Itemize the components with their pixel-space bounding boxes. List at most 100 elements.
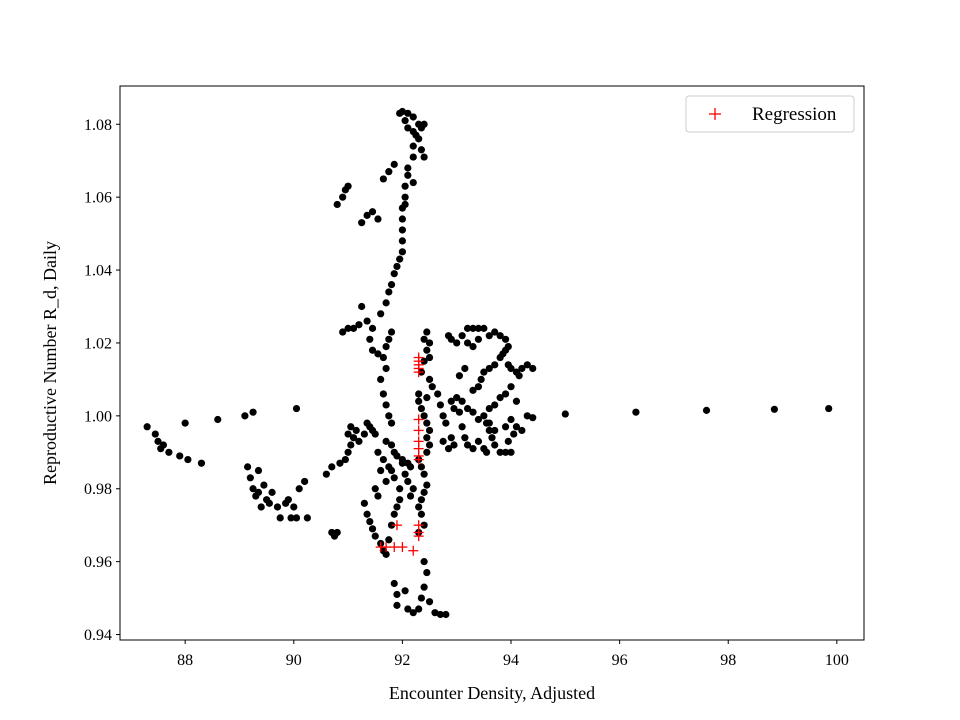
data-point	[420, 558, 428, 566]
data-point	[303, 514, 311, 522]
data-point	[504, 437, 512, 445]
points-layer	[143, 107, 833, 619]
data-point	[398, 248, 406, 256]
data-point	[344, 430, 352, 438]
data-point	[420, 335, 428, 343]
data-point	[358, 219, 366, 227]
data-point	[249, 408, 257, 416]
data-point	[417, 463, 426, 471]
data-point	[344, 182, 352, 190]
data-point	[447, 434, 455, 442]
data-point	[453, 394, 461, 402]
data-point	[333, 200, 341, 209]
data-point	[254, 488, 263, 496]
data-point	[423, 419, 431, 427]
data-point	[436, 401, 445, 409]
data-point	[496, 448, 504, 456]
data-point	[496, 332, 504, 340]
data-point	[409, 142, 417, 150]
data-point	[379, 390, 387, 398]
data-point	[290, 503, 298, 511]
regression-point	[413, 414, 424, 425]
data-point	[382, 342, 390, 351]
data-point	[529, 364, 537, 373]
data-point	[276, 514, 284, 522]
data-point	[295, 485, 303, 493]
data-point	[406, 463, 415, 471]
data-point	[377, 375, 385, 384]
data-point	[496, 394, 504, 402]
data-point	[423, 568, 431, 577]
y-tick-label: 1.08	[84, 117, 112, 134]
data-point	[409, 609, 417, 617]
data-point	[415, 503, 423, 511]
data-point	[393, 590, 401, 599]
data-point	[368, 525, 377, 533]
data-point	[387, 281, 396, 289]
regression-point	[408, 545, 419, 556]
series-observed	[143, 107, 833, 619]
data-point	[363, 211, 371, 219]
data-point	[417, 496, 426, 504]
data-point	[355, 437, 363, 445]
data-point	[425, 426, 434, 435]
data-point	[442, 610, 450, 619]
regression-point	[391, 520, 402, 531]
x-tick-label: 94	[503, 652, 519, 669]
data-point	[420, 488, 428, 496]
data-point	[143, 423, 151, 431]
legend: Regression	[685, 95, 855, 133]
data-point	[463, 324, 472, 332]
data-point	[455, 408, 464, 416]
data-point	[474, 437, 483, 445]
data-point	[151, 430, 159, 438]
data-point	[450, 441, 458, 449]
data-point	[447, 397, 455, 405]
data-point	[382, 437, 390, 445]
legend-marker-regression	[709, 108, 721, 120]
legend-box	[685, 95, 855, 133]
data-point	[425, 375, 434, 384]
data-point	[393, 452, 401, 460]
data-point	[417, 510, 426, 518]
data-point	[420, 153, 428, 161]
data-point	[463, 339, 472, 347]
data-point	[420, 120, 428, 128]
data-point	[396, 496, 404, 504]
data-point	[379, 353, 387, 362]
regression-point	[413, 367, 424, 378]
data-point	[396, 255, 404, 263]
data-point	[387, 466, 396, 475]
y-axis-label: Reproductive Number R_d, Daily	[40, 241, 60, 485]
data-point	[263, 496, 271, 504]
data-point	[458, 397, 466, 405]
data-point	[355, 321, 363, 329]
data-point	[436, 610, 445, 619]
data-point	[377, 466, 385, 475]
data-point	[507, 364, 515, 373]
data-point	[463, 404, 472, 413]
y-tick-label: 0.94	[84, 627, 112, 644]
data-point	[499, 350, 507, 358]
data-point	[491, 401, 499, 409]
regression-point	[413, 531, 424, 542]
data-point	[488, 434, 496, 442]
data-point	[453, 339, 461, 347]
data-point	[366, 517, 374, 526]
data-point	[420, 470, 428, 478]
data-point	[374, 215, 382, 223]
data-point	[423, 448, 431, 456]
data-point	[344, 324, 352, 332]
data-point	[287, 514, 295, 522]
data-point	[401, 587, 409, 595]
data-point	[425, 441, 434, 449]
data-point	[333, 528, 341, 537]
data-point	[390, 160, 398, 168]
data-point	[450, 404, 458, 413]
y-tick-label: 0.96	[84, 554, 112, 571]
data-point	[363, 317, 371, 325]
data-point	[491, 426, 499, 435]
data-point	[398, 226, 406, 234]
data-point	[415, 397, 423, 405]
data-point	[214, 415, 222, 424]
